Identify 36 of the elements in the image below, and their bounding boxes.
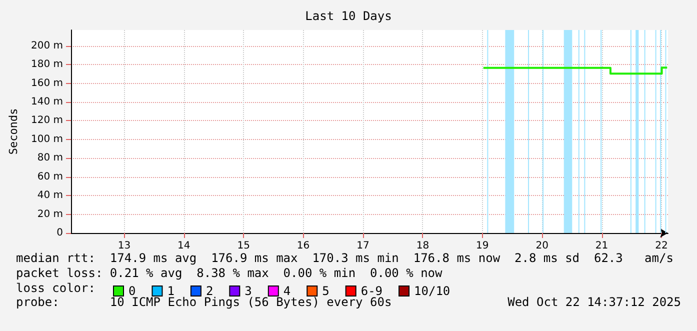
text: packet loss: 0.21 % avg 8.38 % max 0.00 % min 0.00 % now [16, 266, 444, 280]
x-tick-label: 15 [237, 240, 250, 252]
legend-label: 1 [167, 284, 174, 298]
y-tick-label: 180 m [30, 59, 63, 70]
y-tick-label: 40 m [37, 190, 63, 202]
y-tick-label: 100 m [30, 134, 63, 145]
x-tick-label: 17 [356, 240, 370, 252]
y-tick-label: 120 m [30, 115, 63, 126]
legend-label: 2 [206, 284, 214, 298]
x-tick-label: 13 [118, 240, 131, 252]
x-tick-label: 18 [416, 240, 430, 252]
legend-title: loss color: [16, 281, 96, 295]
x-tick-label: 19 [476, 240, 489, 252]
text: Wed Oct 22 14:37:12 2025 [508, 295, 681, 309]
y-tick-label: 160 m [30, 78, 63, 89]
x-tick-label: 14 [178, 240, 190, 252]
legend-label: 10/10 [414, 284, 450, 298]
legend-label: 3 [244, 284, 252, 298]
y-axis-title: Seconds [7, 108, 20, 155]
legend-label: 4 [283, 284, 291, 298]
y-tick-label: 140 m [30, 96, 63, 108]
x-tick-label: 21 [595, 240, 608, 252]
x-tick-label: 22 [655, 240, 668, 252]
text: median rtt: 174.9 ms avg 176.9 ms max 170.3 ms min 176.8 ms now 2.8 ms sd 62.3 am/s [16, 251, 674, 265]
y-tick-label: 60 m [37, 171, 63, 182]
x-tick-label: 20 [536, 240, 548, 252]
y-tick-label: 80 m [37, 152, 63, 164]
y-tick-label: 200 m [30, 40, 63, 52]
y-tick-label: 0 [56, 228, 63, 238]
legend-label: 5 [322, 284, 330, 298]
y-tick-label: 20 m [37, 208, 63, 220]
chart-title: Last 10 Days [305, 9, 392, 23]
legend-label: 0 [128, 284, 136, 298]
legend-label: 6-9 [360, 284, 383, 298]
text: probe: 10 ICMP Echo Pings (56 Bytes) every 60s [16, 295, 392, 309]
x-tick-label: 16 [296, 240, 310, 252]
